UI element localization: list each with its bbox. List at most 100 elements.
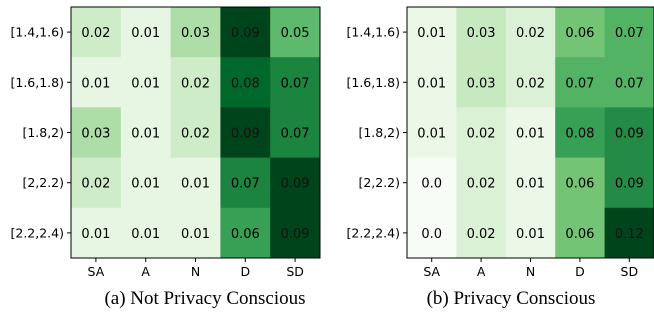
heatmap-cell-1-r4-c4 (604, 207, 654, 259)
cell-value-label-1-r4-c2: 0.01 (516, 227, 545, 242)
cell-value-label-1-r2-c3: 0.08 (565, 127, 594, 142)
heatmap-cell-0-r0-c1 (120, 7, 171, 58)
y-tick-label-1-0: [1.4,1.6) (347, 25, 401, 40)
y-tick-label-1-3: [2,2.2) (358, 175, 400, 190)
x-tick-label-1-2: N (526, 264, 535, 279)
cell-value-label-0-r0-c0: 0.02 (81, 26, 110, 41)
heatmap-cell-0-r4-c2 (170, 207, 221, 259)
cell-value-label-1-r2-c0: 0.01 (417, 127, 446, 142)
cell-value-label-1-r3-c1: 0.02 (467, 177, 496, 192)
cell-value-label-0-r3-c0: 0.02 (81, 177, 110, 192)
heatmap-cell-0-r1-c1 (120, 57, 171, 108)
heatmap-cell-1-r2-c1 (456, 107, 507, 158)
cell-value-label-0-r0-c3: 0.09 (231, 26, 260, 41)
heatmap-cell-0-r1-c4 (270, 57, 321, 108)
cell-value-label-0-r1-c2: 0.02 (181, 76, 210, 91)
heatmap-cell-0-r4-c0 (71, 207, 122, 259)
heatmap-cell-1-r0-c4 (604, 7, 654, 58)
cell-value-label-0-r3-c1: 0.01 (131, 177, 160, 192)
heatmap-cell-1-r1-c1 (456, 57, 507, 108)
cell-value-label-0-r2-c0: 0.03 (81, 127, 110, 142)
heatmap-cell-0-r3-c4 (270, 157, 321, 209)
heatmap-cell-1-r0-c1 (456, 7, 507, 58)
caption-privacy-conscious: (b) Privacy Conscious (426, 288, 596, 309)
cell-value-label-1-r1-c0: 0.01 (417, 76, 446, 91)
heatmap-cell-0-r3-c0 (71, 157, 122, 209)
y-tick-label-0-4: [2.2,2.4) (11, 225, 65, 240)
cell-value-label-1-r3-c0: 0.0 (421, 177, 442, 192)
x-tick-label-0-1: A (141, 264, 150, 279)
cell-value-label-1-r3-c2: 0.01 (516, 177, 545, 192)
cell-value-label-0-r0-c4: 0.05 (281, 26, 310, 41)
heatmap-cell-1-r4-c0 (407, 207, 457, 259)
heatmap-cell-1-r0-c0 (407, 7, 457, 58)
x-tick-label-0-0: SA (88, 264, 105, 279)
x-tick-label-0-3: D (240, 264, 250, 279)
cell-value-label-1-r2-c4: 0.09 (615, 127, 644, 142)
heatmap-cell-1-r3-c3 (555, 157, 605, 209)
heatmap-cell-0-r2-c4 (270, 107, 321, 158)
heatmap-cell-1-r4-c3 (555, 207, 605, 259)
heatmap-cell-0-r1-c3 (220, 57, 271, 108)
cell-value-label-1-r3-c3: 0.06 (565, 177, 594, 192)
x-tick-label-1-4: SD (621, 264, 639, 279)
heatmap-cell-1-r2-c4 (604, 107, 654, 158)
cell-value-label-0-r4-c4: 0.09 (281, 227, 310, 242)
heatmap-cell-0-r3-c1 (120, 157, 171, 209)
cell-value-label-1-r2-c1: 0.02 (467, 127, 496, 142)
heatmap-cell-1-r2-c0 (407, 107, 457, 158)
x-tick-label-0-2: N (191, 264, 200, 279)
cell-value-label-1-r1-c4: 0.07 (615, 76, 644, 91)
cell-value-label-0-r3-c3: 0.07 (231, 177, 260, 192)
heatmap-cell-1-r4-c1 (456, 207, 507, 259)
cell-value-label-1-r1-c3: 0.07 (565, 76, 594, 91)
cell-value-label-0-r0-c2: 0.03 (181, 26, 210, 41)
heatmap-cell-0-r4-c3 (220, 207, 271, 259)
heatmap-cell-0-r2-c1 (120, 107, 171, 158)
heatmap-cell-0-r1-c0 (71, 57, 122, 108)
cell-value-label-0-r4-c0: 0.01 (81, 227, 110, 242)
cell-value-label-0-r1-c1: 0.01 (131, 76, 160, 91)
cell-value-label-0-r1-c0: 0.01 (81, 76, 110, 91)
x-tick-label-1-1: A (477, 264, 486, 279)
heatmap-cell-1-r4-c2 (505, 207, 556, 259)
heatmap-cell-0-r2-c2 (170, 107, 221, 158)
cell-value-label-0-r3-c4: 0.09 (281, 177, 310, 192)
cell-value-label-1-r1-c1: 0.03 (467, 76, 496, 91)
heatmap-cell-1-r0-c2 (505, 7, 556, 58)
heatmap-cell-0-r4-c4 (270, 207, 321, 259)
x-tick-label-0-4: SD (286, 264, 304, 279)
y-tick-label-1-2: [1.8,2) (358, 125, 400, 140)
heatmap-cell-0-r0-c2 (170, 7, 221, 58)
cell-value-label-1-r4-c1: 0.02 (467, 227, 496, 242)
caption-not-privacy-conscious: (a) Not Privacy Conscious (104, 288, 306, 309)
heatmap-cell-0-r3-c3 (220, 157, 271, 209)
cell-value-label-0-r2-c3: 0.09 (231, 127, 260, 142)
heatmap-cell-1-r2-c3 (555, 107, 605, 158)
heatmap-cell-0-r2-c0 (71, 107, 122, 158)
cell-value-label-1-r0-c3: 0.06 (565, 26, 594, 41)
cell-value-label-0-r4-c2: 0.01 (181, 227, 210, 242)
y-tick-label-0-3: [2,2.2) (22, 175, 64, 190)
cell-value-label-0-r4-c3: 0.06 (231, 227, 260, 242)
heatmap-cell-1-r1-c3 (555, 57, 605, 108)
heatmap-cell-1-r1-c4 (604, 57, 654, 108)
cell-value-label-0-r1-c3: 0.08 (231, 76, 260, 91)
heatmap-cell-1-r3-c2 (505, 157, 556, 209)
heatmap-cell-1-r1-c2 (505, 57, 556, 108)
cell-value-label-0-r2-c2: 0.02 (181, 127, 210, 142)
heatmap-cell-0-r0-c4 (270, 7, 321, 58)
y-tick-label-0-0: [1.4,1.6) (11, 25, 65, 40)
heatmap-cell-1-r2-c2 (505, 107, 556, 158)
cell-value-label-1-r4-c0: 0.0 (421, 227, 442, 242)
y-tick-label-0-1: [1.6,1.8) (11, 75, 65, 90)
cell-value-label-0-r2-c4: 0.07 (281, 127, 310, 142)
cell-value-label-0-r1-c4: 0.07 (281, 76, 310, 91)
heatmap-cell-0-r0-c0 (71, 7, 122, 58)
cell-value-label-1-r0-c4: 0.07 (615, 26, 644, 41)
heatmap-cell-1-r1-c0 (407, 57, 457, 108)
cell-value-label-1-r0-c0: 0.01 (417, 26, 446, 41)
heatmap-cell-0-r0-c3 (220, 7, 271, 58)
x-tick-label-1-0: SA (423, 264, 440, 279)
